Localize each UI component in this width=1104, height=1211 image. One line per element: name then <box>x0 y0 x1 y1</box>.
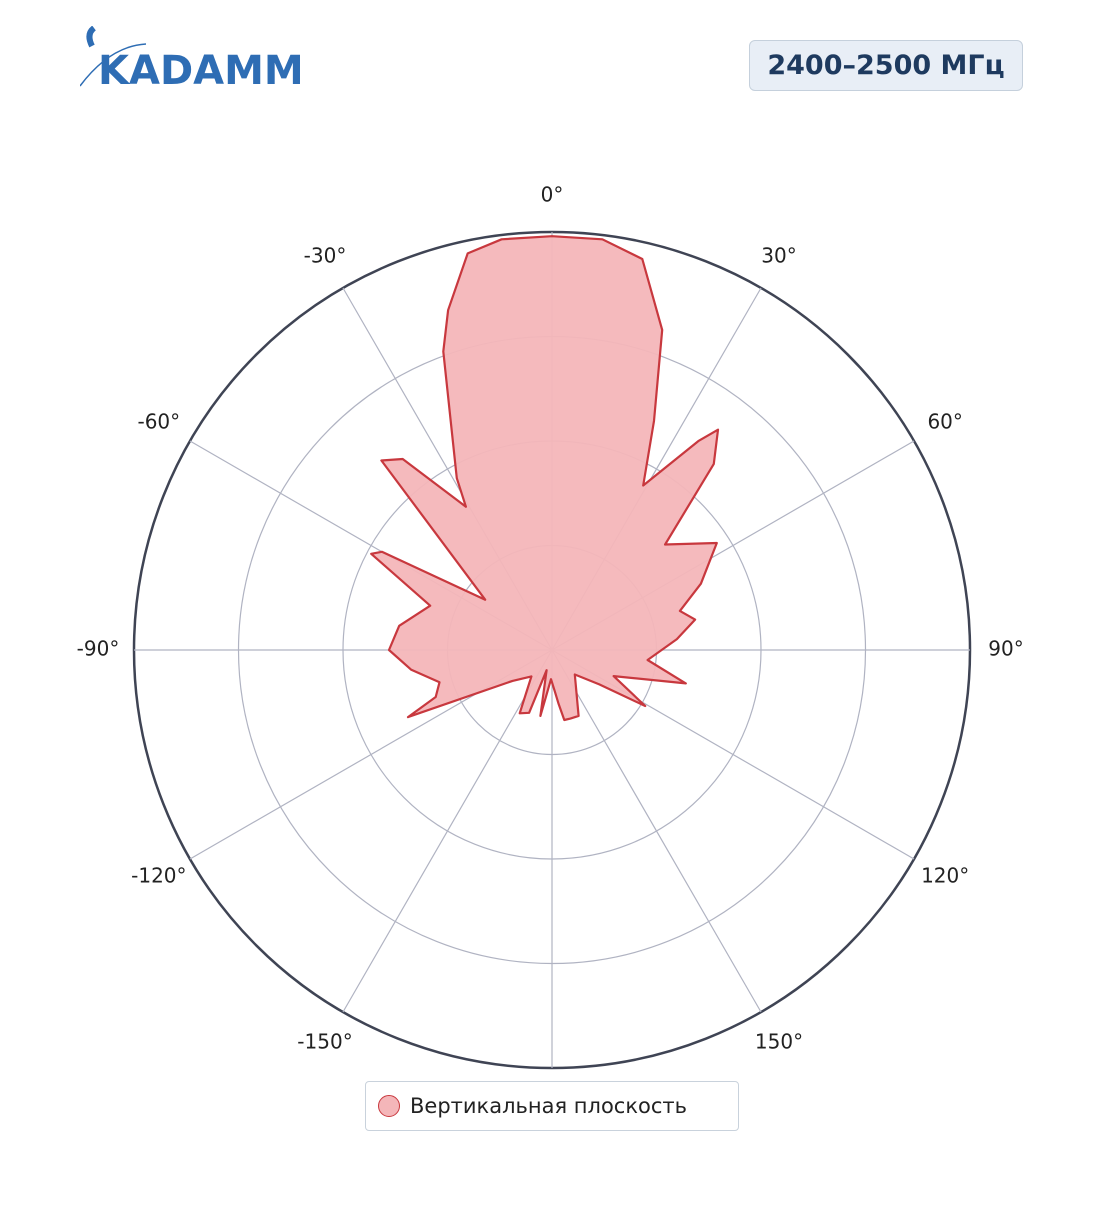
theta-tick-label: 90° <box>988 637 1023 661</box>
legend-label: Вертикальная плоскость <box>410 1094 688 1118</box>
theta-tick-label: 60° <box>927 410 962 434</box>
theta-tick-label: -150° <box>297 1030 352 1054</box>
pattern-area <box>370 235 720 722</box>
grid-spoke <box>342 649 553 1013</box>
legend-swatch <box>378 1095 400 1117</box>
frequency-badge: 2400–2500 МГц <box>749 40 1023 91</box>
theta-tick-label: -90° <box>77 637 120 661</box>
theta-tick-label: 30° <box>761 243 796 267</box>
theta-tick-label: -60° <box>137 410 180 434</box>
grid-spoke <box>551 649 762 1013</box>
logo-text: KADAMM <box>98 48 300 92</box>
theta-tick-label: -120° <box>131 864 186 888</box>
theta-tick-label: 120° <box>921 864 969 888</box>
legend: Вертикальная плоскость <box>365 1081 739 1131</box>
theta-tick-label: -30° <box>304 243 347 267</box>
logo: KADAMM <box>80 26 300 92</box>
theta-tick-label: 0° <box>541 183 564 207</box>
theta-tick-label: 150° <box>755 1030 803 1054</box>
